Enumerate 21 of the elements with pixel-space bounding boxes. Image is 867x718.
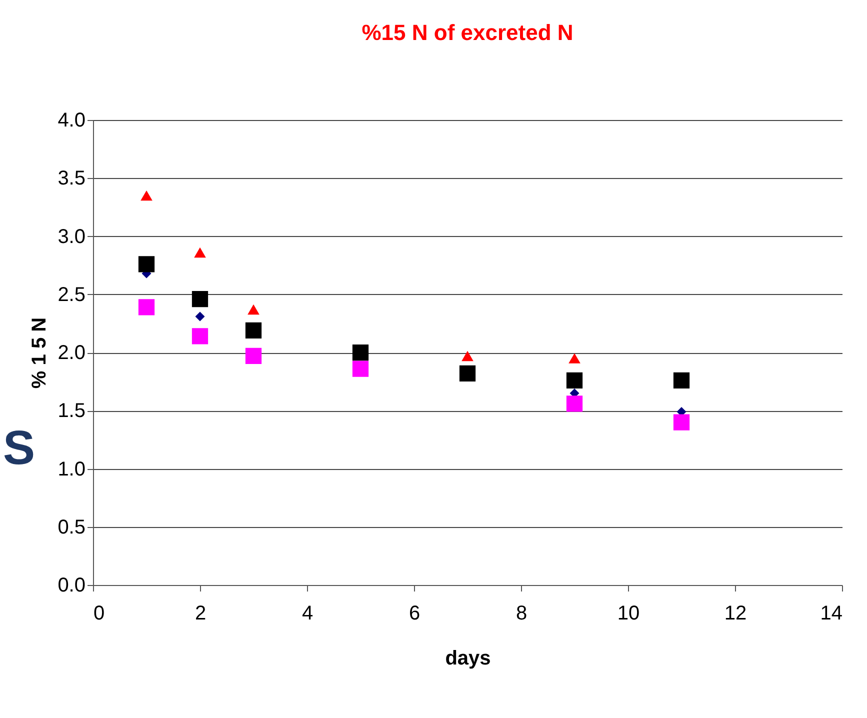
chart-title: %15 N of excreted N bbox=[362, 20, 574, 45]
y-tick-label: 0.0 bbox=[58, 574, 86, 596]
y-tick-label: 0.5 bbox=[58, 516, 86, 538]
x-tick-label: 8 bbox=[516, 602, 528, 624]
y-tick-label: 2.5 bbox=[58, 284, 86, 306]
x-tick-label: 14 bbox=[820, 602, 842, 624]
y-tick-label: 1.5 bbox=[58, 400, 86, 422]
x-tick-label: 4 bbox=[302, 602, 314, 624]
text: S bbox=[3, 422, 36, 476]
x-axis-title: days bbox=[445, 648, 491, 670]
y-axis-title: % 1 5 N bbox=[28, 317, 51, 389]
y-tick-label: 2.0 bbox=[58, 342, 86, 364]
x-tick-label: 6 bbox=[408, 602, 420, 624]
y-tick-label: 1.0 bbox=[58, 458, 86, 480]
y-tick-label: 3.5 bbox=[58, 168, 86, 190]
x-tick-label: 12 bbox=[724, 602, 747, 624]
x-tick-label: 0 bbox=[94, 602, 105, 624]
x-tick-label: 10 bbox=[617, 602, 640, 624]
x-tick-label: 2 bbox=[194, 602, 206, 624]
y-tick-label: 4.0 bbox=[58, 110, 86, 132]
y-tick-label: 3.0 bbox=[58, 226, 86, 248]
